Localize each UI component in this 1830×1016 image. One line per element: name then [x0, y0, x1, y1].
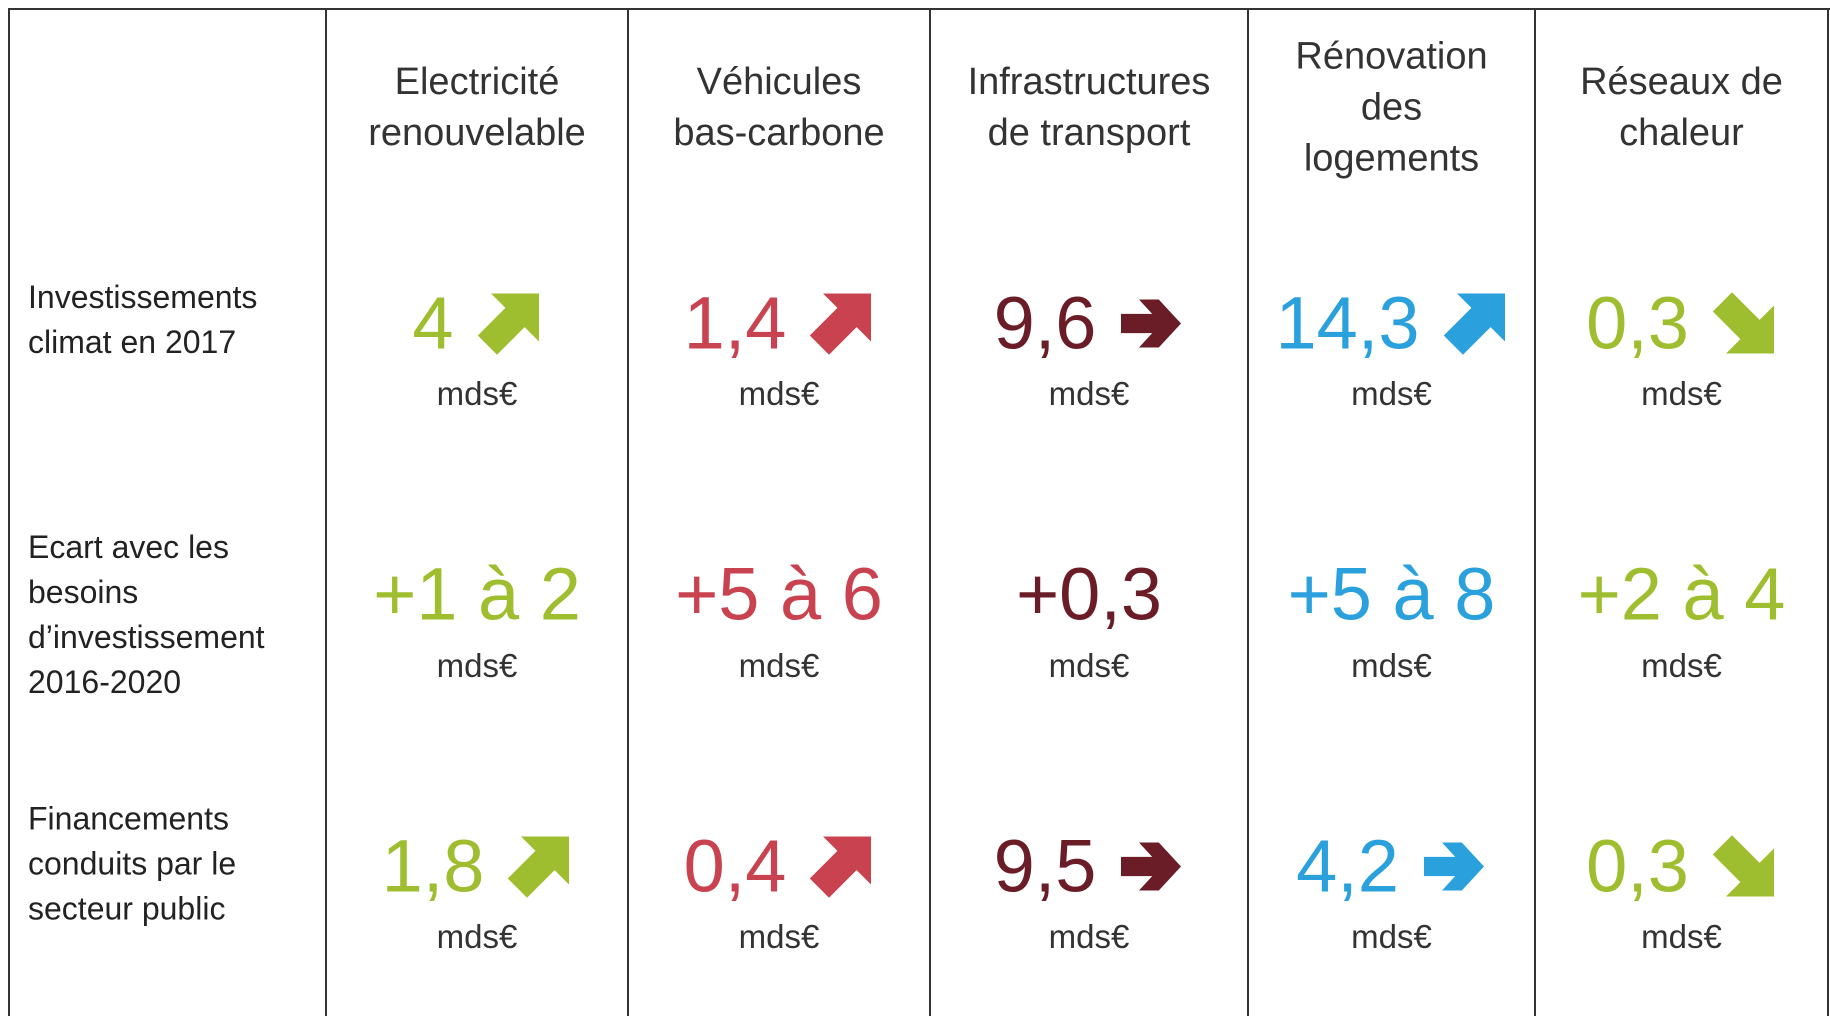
border [1827, 8, 1829, 1016]
label-line: d’investissement [28, 619, 265, 655]
column-header: Infrastructures de transport [930, 57, 1248, 159]
arrow-right [1121, 299, 1182, 347]
arrow-up [508, 836, 570, 898]
column-header: Véhicules bas-carbone [628, 57, 930, 159]
cell-value: 9,5 [930, 824, 1248, 909]
cell-unit: mds€ [436, 375, 518, 412]
arrow-up [477, 293, 539, 355]
cell-unit: mds€ [1351, 647, 1432, 684]
row-label: Investissements climat en 2017 [28, 275, 257, 365]
cell-value: +0,3 [930, 552, 1248, 637]
header-line: Rénovation [1295, 35, 1488, 78]
column-header: Electricité renouvelable [326, 57, 628, 159]
value-text: 4 [412, 281, 454, 365]
cell-unit: mds€ [1048, 647, 1130, 684]
cell-unit: mds€ [738, 375, 820, 412]
cell-value: +1 à 2 [326, 552, 628, 637]
value-text: 4,2 [1296, 824, 1399, 908]
cell-value: 4,2 [1248, 824, 1535, 909]
header-line: de transport [987, 112, 1191, 154]
cell-value: 9,6 [930, 281, 1248, 366]
arrow-down [1712, 291, 1774, 353]
value-text: 0,3 [1586, 824, 1689, 908]
value-text: +5 à 6 [675, 552, 883, 636]
cell-value: 1,4 [628, 281, 930, 366]
header-line: des [1360, 86, 1423, 129]
cell-unit: mds€ [1641, 375, 1722, 412]
label-line: 2016-2020 [28, 664, 182, 700]
arrow-down [1712, 834, 1774, 896]
cell-unit: mds€ [1641, 647, 1722, 684]
value-text: +0,3 [1015, 552, 1163, 636]
cell-value: 1,8 [326, 824, 628, 909]
value-text: 0,4 [683, 824, 787, 908]
border [8, 8, 10, 1016]
cell-unit: mds€ [738, 918, 820, 955]
value-text: +5 à 8 [1287, 552, 1496, 636]
cell-value: 14,3 [1248, 281, 1535, 366]
border [1247, 8, 1249, 1016]
border [627, 8, 629, 1016]
arrow-right [1423, 842, 1484, 890]
cell-unit: mds€ [738, 647, 820, 684]
value-text: +1 à 2 [373, 552, 581, 636]
border [9, 8, 1830, 10]
header-line: Réseaux de [1580, 61, 1783, 103]
label-line: secteur public [28, 890, 226, 927]
cell-unit: mds€ [436, 647, 518, 684]
cell-value: +5 à 8 [1248, 552, 1535, 637]
header-line: Infrastructures [967, 61, 1211, 103]
cell-unit: mds€ [1641, 918, 1722, 955]
label-line: besoins [28, 574, 139, 610]
arrow-up [810, 293, 872, 355]
value-text: 0,3 [1586, 281, 1689, 365]
header-line: bas-carbone [673, 112, 885, 154]
cell-unit: mds€ [1048, 918, 1130, 955]
header-line: Véhicules [696, 61, 862, 103]
arrow-right [1121, 842, 1182, 890]
label-line: Financements [28, 800, 229, 837]
row-label: Financements conduits par le secteur publi… [28, 797, 236, 932]
cell-unit: mds€ [1351, 918, 1432, 955]
border [929, 8, 931, 1016]
cell-value: 0,3 [1535, 281, 1828, 366]
cell-unit: mds€ [1048, 375, 1130, 412]
column-header: Réseaux de chaleur [1535, 57, 1828, 159]
value-text: 14,3 [1275, 281, 1420, 365]
header-line: chaleur [1619, 112, 1744, 154]
cell-value: 0,3 [1535, 824, 1828, 909]
header-line: renouvelable [368, 112, 586, 154]
cell-value: +2 à 4 [1535, 552, 1828, 637]
border [325, 8, 327, 1016]
value-text: 1,8 [381, 824, 485, 908]
value-text: 1,4 [683, 281, 787, 365]
column-header: Rénovation des logements [1248, 32, 1535, 185]
value-text: +2 à 4 [1577, 552, 1786, 636]
label-line: climat en 2017 [28, 324, 237, 360]
cell-value: +5 à 6 [628, 552, 930, 637]
arrow-up [1443, 293, 1505, 355]
header-line: Electricité [394, 61, 560, 103]
cell-unit: mds€ [1351, 375, 1432, 412]
row-label: Ecart avec les besoins d’investissement 201… [28, 525, 265, 705]
cell-value: 4 [326, 281, 628, 366]
cell-value: 0,4 [628, 824, 930, 909]
label-line: conduits par le [28, 845, 237, 882]
border [1534, 8, 1536, 1016]
value-text: 9,6 [993, 281, 1097, 365]
header-line: logements [1303, 137, 1480, 180]
label-line: Ecart avec les [28, 529, 229, 565]
cell-unit: mds€ [436, 918, 518, 955]
value-text: 9,5 [993, 824, 1097, 908]
arrow-up [810, 836, 872, 898]
label-line: Investissements [28, 279, 258, 315]
